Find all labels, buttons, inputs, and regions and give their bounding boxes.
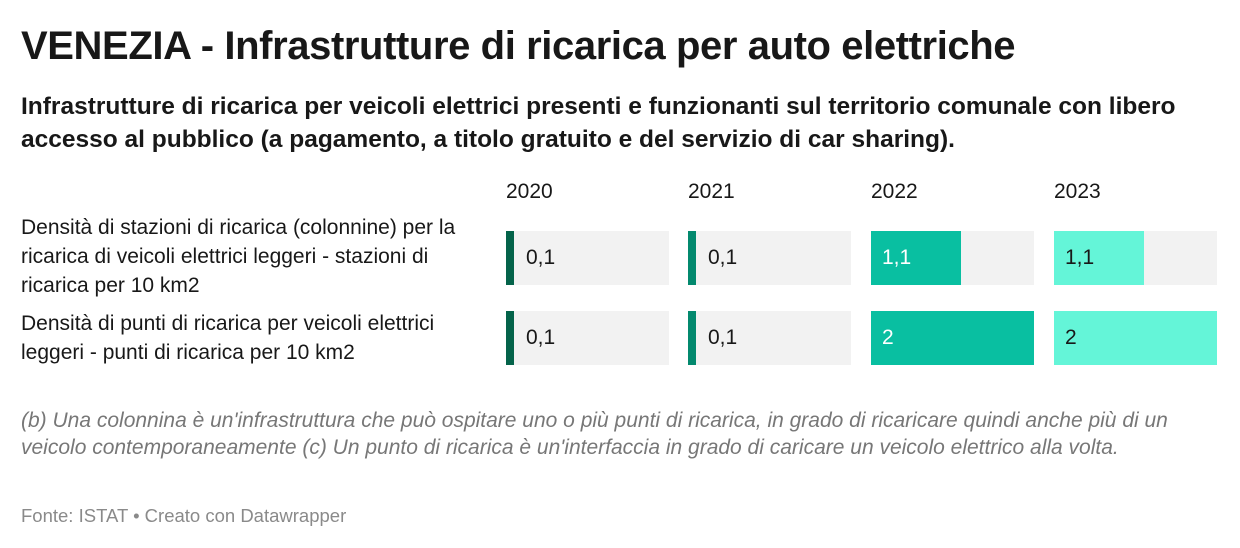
bar-2022-row-2 bbox=[871, 311, 1034, 365]
bar-2022-row-1 bbox=[871, 231, 961, 285]
bar-value-label: 2 bbox=[1065, 326, 1077, 349]
column-header-2020: 2020 bbox=[506, 180, 553, 203]
bar-2023-row-2 bbox=[1054, 311, 1217, 365]
column-header-2022: 2022 bbox=[871, 180, 918, 203]
bar-track: 0,1 bbox=[688, 231, 851, 285]
bar-track: 1,1 bbox=[1054, 231, 1217, 285]
row-label-1: Densità di stazioni di ricarica (colonni… bbox=[21, 216, 456, 297]
bar-track: 2 bbox=[871, 311, 1034, 365]
row-label-2: Densità di punti di ricarica per veicoli… bbox=[21, 312, 435, 364]
bar-track: 1,1 bbox=[871, 231, 1034, 285]
chart-subtitle: Infrastrutture di ricarica per veicoli e… bbox=[21, 93, 1176, 153]
bar-value-label: 0,1 bbox=[526, 246, 556, 269]
bar-track: 0,1 bbox=[688, 311, 851, 365]
bar-2023-row-1 bbox=[1054, 231, 1144, 285]
bar-2021-row-2 bbox=[688, 311, 696, 365]
bar-2020-row-2 bbox=[506, 311, 514, 365]
column-header-2023: 2023 bbox=[1054, 180, 1101, 203]
bar-value-label: 0,1 bbox=[526, 326, 556, 349]
chart-notes: (b) Una colonnina è un'infrastruttura ch… bbox=[21, 409, 1168, 459]
bar-track: 0,1 bbox=[506, 311, 669, 365]
bar-track: 2 bbox=[1054, 311, 1217, 365]
bar-value-label: 0,1 bbox=[708, 246, 738, 269]
bar-value-label: 2 bbox=[882, 326, 894, 349]
column-header-2021: 2021 bbox=[688, 180, 735, 203]
bar-track: 0,1 bbox=[506, 231, 669, 285]
bar-value-label: 1,1 bbox=[882, 246, 912, 269]
bar-2021-row-1 bbox=[688, 231, 696, 285]
bar-2020-row-1 bbox=[506, 231, 514, 285]
bar-value-label: 0,1 bbox=[708, 326, 738, 349]
chart-footer: Fonte: ISTAT • Creato con Datawrapper bbox=[21, 505, 347, 526]
chart-title: VENEZIA - Infrastrutture di ricarica per… bbox=[21, 24, 1016, 68]
bar-value-label: 1,1 bbox=[1065, 246, 1095, 269]
